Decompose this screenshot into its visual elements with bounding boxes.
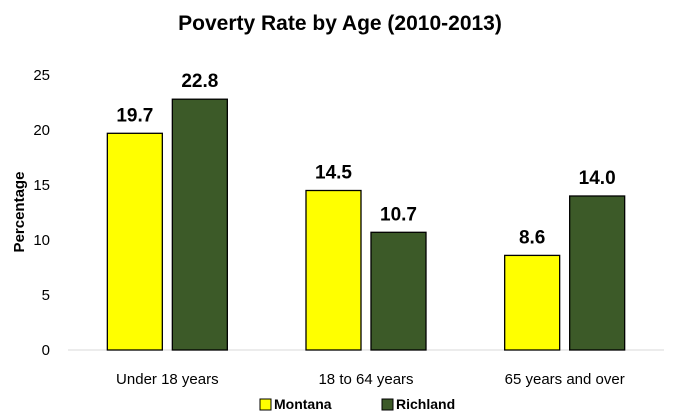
y-tick-label: 10 <box>33 232 50 249</box>
y-tick-label: 15 <box>33 177 50 194</box>
y-tick-label: 5 <box>42 287 50 304</box>
legend-swatch-montana <box>259 398 272 411</box>
bar-richland-2 <box>569 195 626 351</box>
bar-montana-2 <box>504 254 561 351</box>
y-axis-ticks: 0 5 10 15 20 25 <box>33 67 50 359</box>
data-label-montana-2: 8.6 <box>519 227 545 248</box>
y-axis-label: Percentage <box>11 172 28 253</box>
y-tick-label: 20 <box>33 122 50 139</box>
data-label-richland-0: 22.8 <box>181 71 218 92</box>
y-tick-label: 25 <box>33 67 50 84</box>
legend-label-montana: Montana <box>274 396 332 412</box>
bar-richland-0 <box>171 98 228 351</box>
data-label-montana-0: 19.7 <box>116 105 153 126</box>
legend-label-richland: Richland <box>396 396 455 412</box>
bars <box>106 98 626 351</box>
chart-title: Poverty Rate by Age (2010-2013) <box>178 12 502 35</box>
x-category-label: 18 to 64 years <box>318 371 413 388</box>
data-labels: 19.7 22.8 14.5 10.7 8.6 14.0 <box>116 71 615 248</box>
bar-montana-1 <box>305 189 362 351</box>
legend: Montana Richland <box>259 396 455 412</box>
data-label-montana-1: 14.5 <box>315 163 352 184</box>
x-axis-categories: Under 18 years 18 to 64 years 65 years and… <box>116 371 625 388</box>
x-category-label: 65 years and over <box>505 371 625 388</box>
x-category-label: Under 18 years <box>116 371 219 388</box>
y-tick-label: 0 <box>42 342 50 359</box>
bar-richland-1 <box>370 231 427 351</box>
bar-montana-0 <box>106 132 163 351</box>
legend-swatch-richland <box>381 398 394 411</box>
data-label-richland-2: 14.0 <box>579 168 616 189</box>
data-label-richland-1: 10.7 <box>380 204 417 225</box>
